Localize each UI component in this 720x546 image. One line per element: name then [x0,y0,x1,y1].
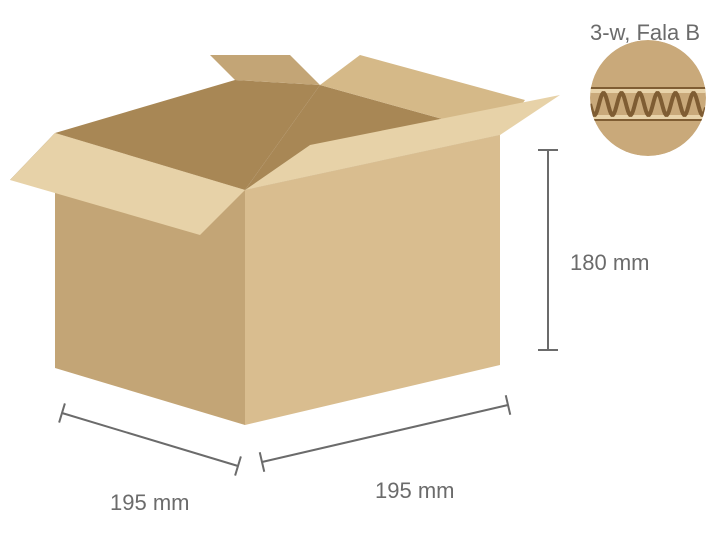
width-label: 195 mm [375,478,454,504]
depth-label: 195 mm [110,490,189,516]
height-label: 180 mm [570,250,649,276]
cardboard-spec-label: 3-w, Fala B [590,20,700,46]
